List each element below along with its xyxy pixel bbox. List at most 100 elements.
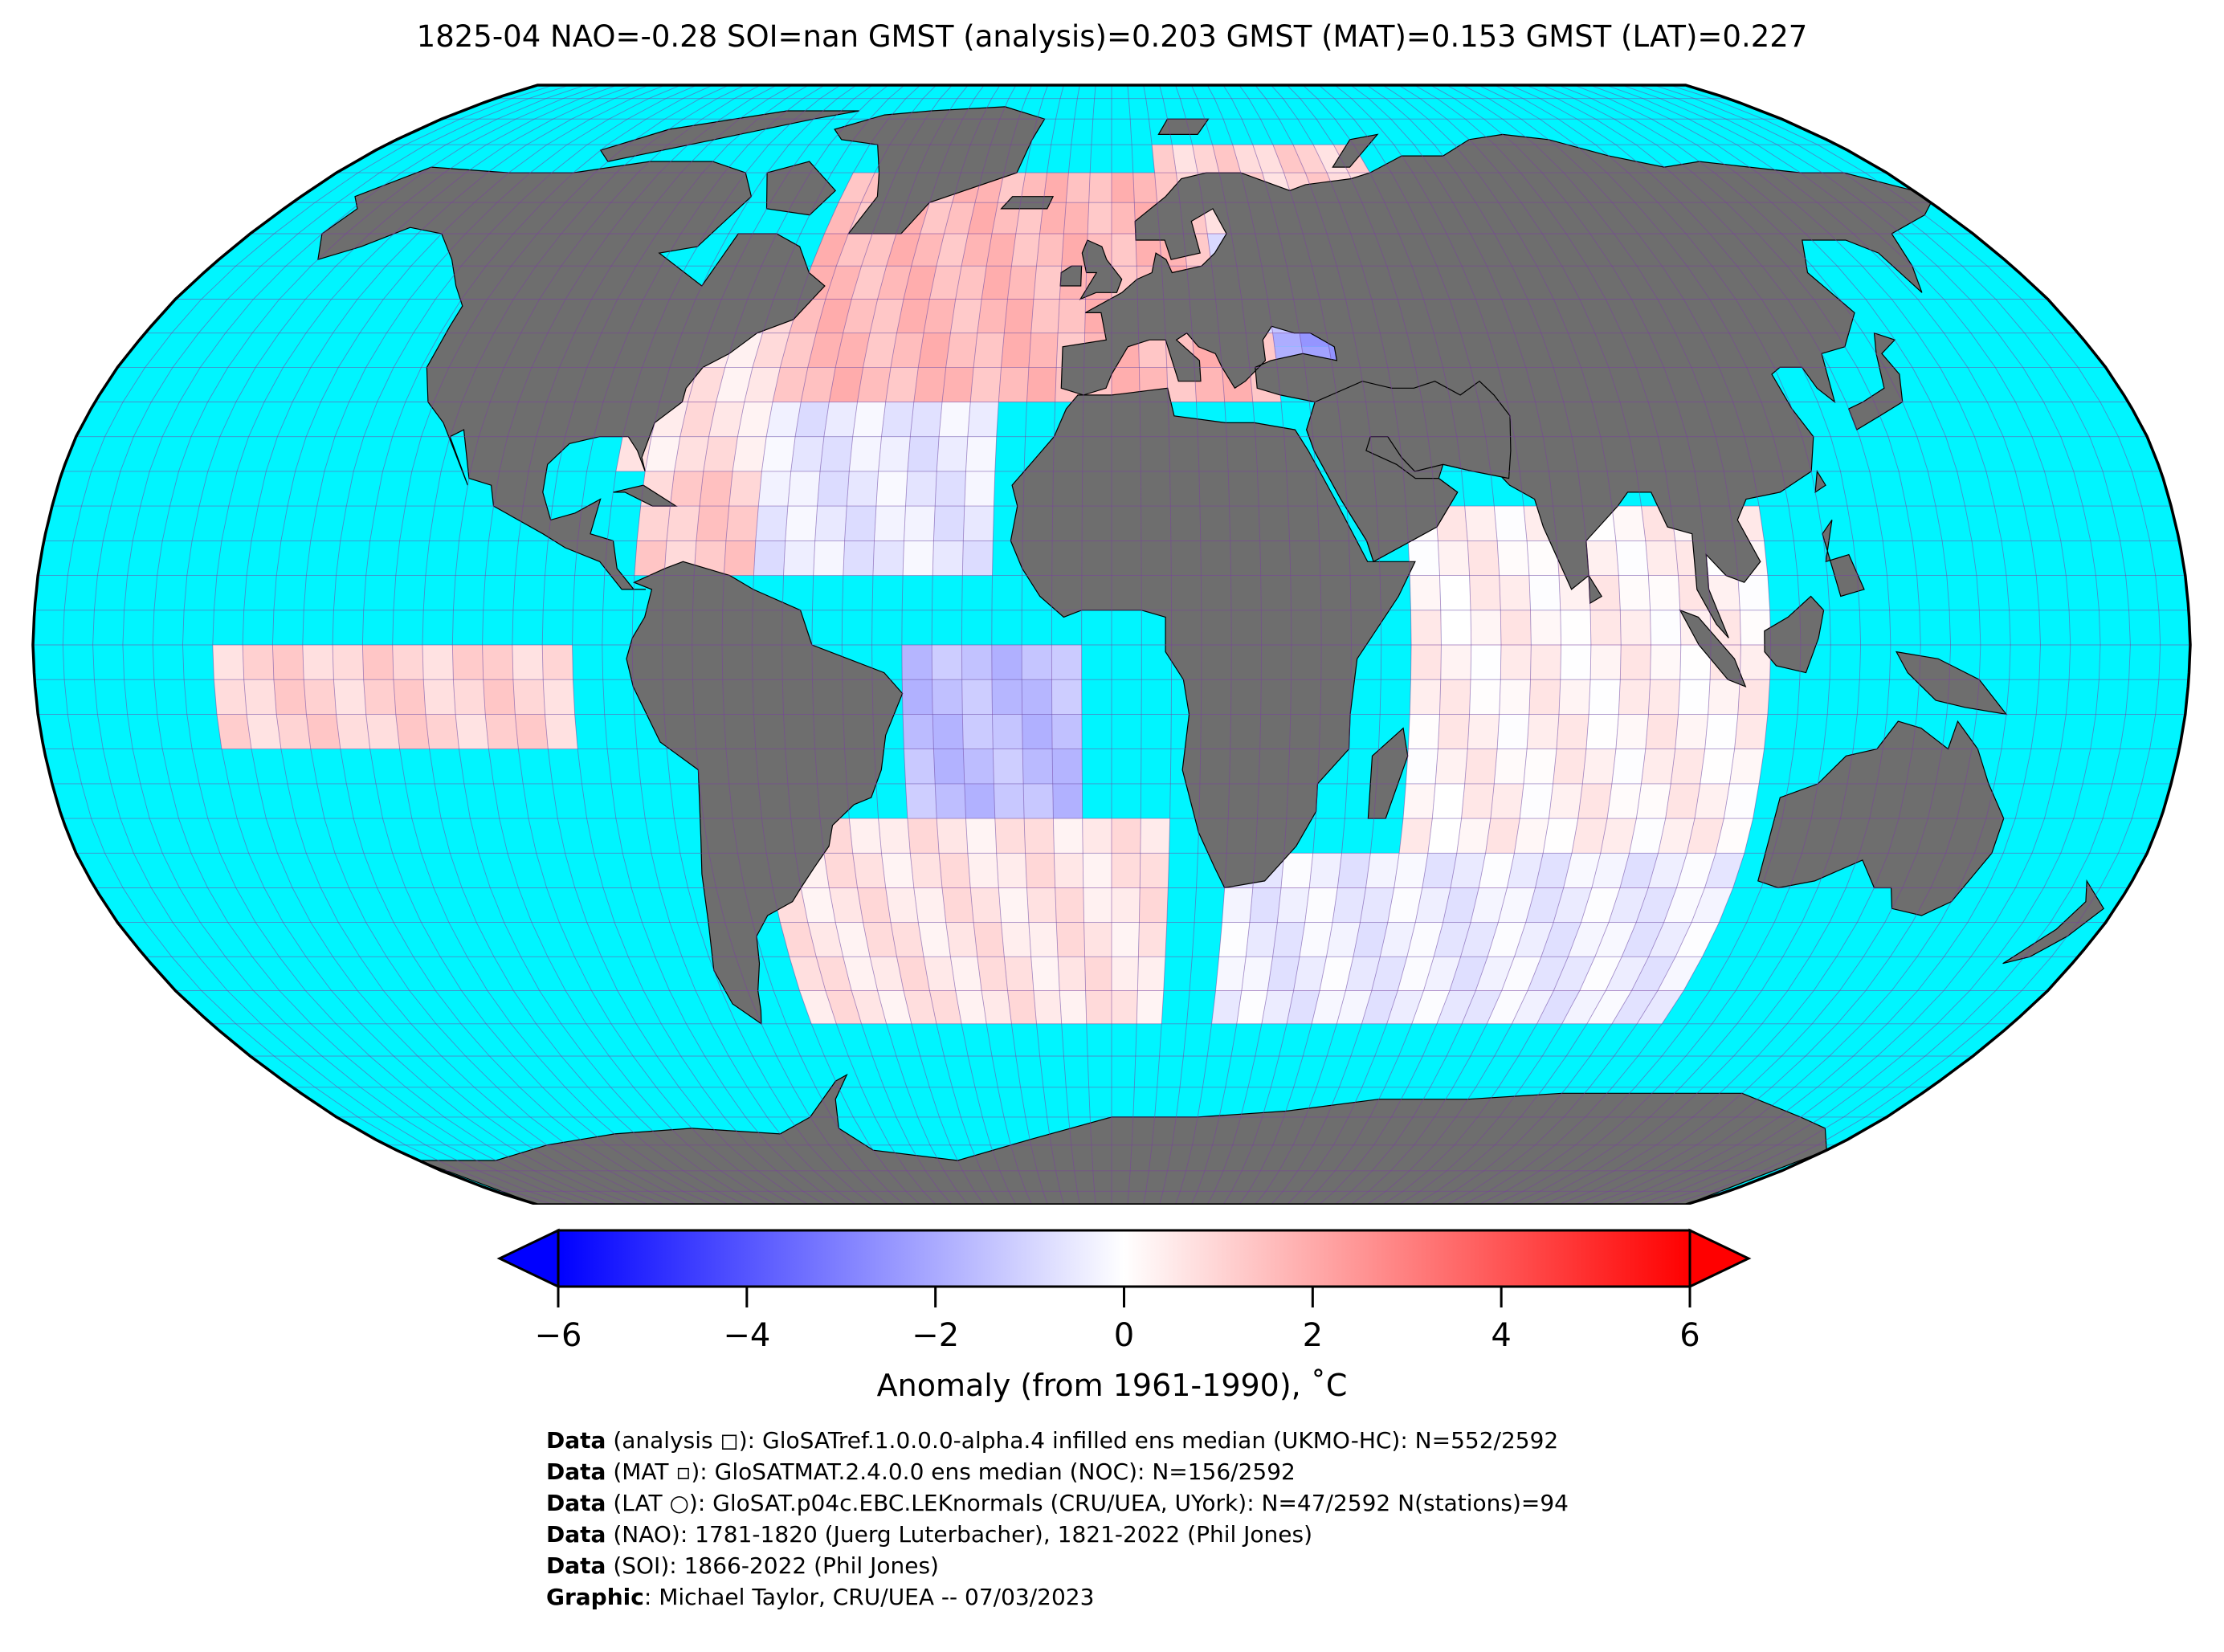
anomaly-cell xyxy=(732,436,767,471)
anomaly-cell xyxy=(918,332,951,368)
anomaly-cell xyxy=(1608,887,1649,923)
anomaly-cell xyxy=(1572,818,1608,854)
anomaly-cell xyxy=(963,748,994,784)
anomaly-cell xyxy=(1498,887,1536,923)
anomaly-cell xyxy=(937,818,968,854)
anomaly-cell xyxy=(1353,922,1388,957)
anomaly-cell xyxy=(973,922,1005,957)
anomaly-cell xyxy=(365,714,400,749)
anomaly-cell xyxy=(1287,990,1320,1024)
anomaly-cell xyxy=(1194,367,1225,402)
anomaly-cell xyxy=(1530,610,1561,645)
anomaly-cell xyxy=(1618,575,1651,610)
anomaly-cell xyxy=(1052,783,1083,819)
anomaly-cell xyxy=(924,957,956,991)
anomaly-cell xyxy=(744,367,781,402)
anomaly-cell xyxy=(1557,714,1589,749)
anomaly-cell xyxy=(1589,679,1621,715)
anomaly-cell xyxy=(306,714,341,749)
anomaly-cell xyxy=(967,402,999,437)
anomaly-cell xyxy=(964,471,995,507)
land-layer xyxy=(317,106,2104,1205)
anomaly-cell xyxy=(1620,645,1651,680)
anomaly-cell xyxy=(1277,887,1310,923)
anomaly-cell xyxy=(1439,679,1471,715)
anomaly-cell xyxy=(753,332,790,368)
anomaly-cell xyxy=(1559,575,1591,610)
anomaly-cell xyxy=(933,506,965,541)
anomaly-cell xyxy=(937,436,968,471)
anomaly-cell xyxy=(336,714,370,749)
anomaly-cell xyxy=(1708,575,1740,610)
anomaly-cell xyxy=(1507,853,1544,888)
anomaly-cell xyxy=(874,506,906,541)
anomaly-cell xyxy=(1082,818,1112,854)
anomaly-cell xyxy=(1586,990,1632,1024)
anomaly-cell xyxy=(851,990,887,1024)
anomaly-cell xyxy=(1591,853,1630,888)
anomaly-cell xyxy=(1020,173,1047,203)
anomaly-cell xyxy=(905,471,937,507)
anomaly-cell xyxy=(1380,922,1416,957)
anomaly-cell xyxy=(1665,783,1700,819)
anomaly-cell xyxy=(1568,922,1609,957)
anomaly-cell xyxy=(1500,610,1532,645)
chart-title: 1825-04 NAO=-0.28 SOI=nan GMST (analysis… xyxy=(416,19,1808,54)
anomaly-cell xyxy=(1246,922,1278,957)
anomaly-cell xyxy=(1055,887,1084,923)
anomaly-cell xyxy=(1293,957,1327,991)
colorbar-tick-label: 0 xyxy=(1113,1317,1135,1354)
anomaly-cell xyxy=(838,173,875,203)
anomaly-cell xyxy=(725,506,759,541)
anomaly-cell xyxy=(1527,714,1559,749)
anomaly-cell xyxy=(955,266,987,300)
anomaly-cell xyxy=(395,714,430,749)
anomaly-cell xyxy=(870,957,904,991)
anomaly-cell xyxy=(1036,234,1064,267)
anomaly-cell xyxy=(1494,748,1528,784)
anomaly-cell xyxy=(333,679,366,715)
anomaly-cell xyxy=(542,645,573,680)
anomaly-cell xyxy=(1337,853,1371,888)
anomaly-cell xyxy=(1691,887,1733,923)
anomaly-cell xyxy=(1083,887,1112,923)
anomaly-cell xyxy=(1648,575,1680,610)
anomaly-cell xyxy=(939,853,971,888)
anomaly-cell xyxy=(998,173,1026,203)
anomaly-cell xyxy=(929,990,962,1024)
anomaly-cell xyxy=(1345,957,1381,991)
anomaly-cell xyxy=(945,332,977,368)
anomaly-cell xyxy=(1112,853,1141,888)
anomaly-cell xyxy=(891,922,924,957)
credit-line: Data (NAO): 1781-1820 (Juerg Luterbacher… xyxy=(546,1519,2153,1550)
anomaly-cell xyxy=(1085,990,1112,1024)
credit-heading: Data xyxy=(546,1458,606,1485)
anomaly-region xyxy=(761,818,1170,1024)
anomaly-cell xyxy=(1631,957,1676,991)
landmass-novaya-zemlya xyxy=(1332,133,1379,168)
anomaly-cell xyxy=(852,402,886,437)
anomaly-cell xyxy=(1704,714,1738,749)
anomaly-cell xyxy=(857,367,891,402)
anomaly-cell xyxy=(910,853,942,888)
anomaly-region xyxy=(753,402,999,576)
anomaly-cell xyxy=(1022,714,1053,749)
anomaly-cell xyxy=(1137,957,1165,991)
anomaly-cell xyxy=(904,748,936,784)
colorbar-tick-label: −2 xyxy=(912,1317,960,1354)
anomaly-cell xyxy=(1657,957,1703,991)
anomaly-cell xyxy=(981,266,1012,300)
anomaly-cell xyxy=(1112,990,1138,1024)
anomaly-cell xyxy=(962,540,994,576)
anomaly-cell xyxy=(304,679,337,715)
anomaly-cell xyxy=(863,922,897,957)
anomaly-cell xyxy=(545,714,578,749)
anomaly-cell xyxy=(1471,645,1501,680)
anomaly-cell xyxy=(1152,145,1177,173)
anomaly-cell xyxy=(825,990,862,1024)
anomaly-cell xyxy=(1415,887,1451,923)
anomaly-cell xyxy=(1615,540,1649,576)
anomaly-cell xyxy=(942,367,974,402)
anomaly-cell xyxy=(903,540,934,576)
colorbar-label: Anomaly (from 1961-1990), ˚C xyxy=(876,1368,1348,1403)
